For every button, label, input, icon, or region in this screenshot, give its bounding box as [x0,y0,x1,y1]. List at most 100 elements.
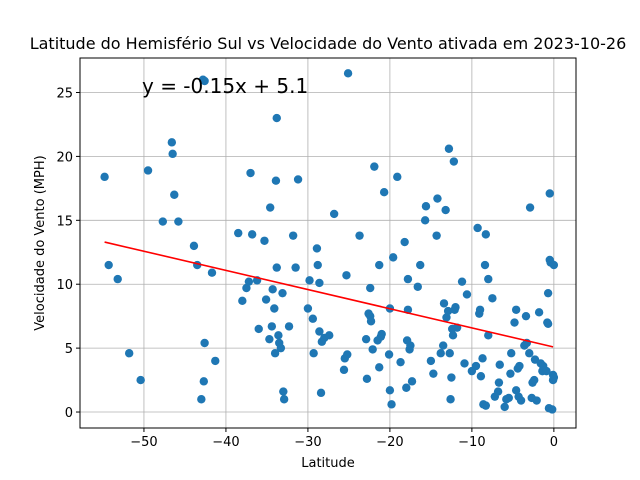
point [377,329,386,339]
point [384,350,394,359]
point [368,345,377,354]
point [276,343,286,353]
point [471,361,481,371]
point [313,260,322,270]
regression-line [104,241,554,348]
point [278,288,287,298]
point [305,276,314,285]
y-tick-label: 0 [65,406,73,421]
point [343,69,353,78]
point [511,386,521,395]
point [480,260,490,270]
point [268,285,277,294]
x-tick-label: −10 [458,435,485,450]
y-tick-label: 25 [56,87,73,102]
point [421,202,431,211]
point [534,308,544,317]
point [270,349,280,358]
point [339,365,349,375]
point [484,331,493,340]
point [529,375,539,385]
point [343,350,352,359]
point [211,356,220,366]
point [545,189,554,198]
point [406,341,415,350]
point [521,311,531,321]
point [274,331,283,340]
point [507,349,516,358]
point [543,288,553,298]
point [388,253,398,262]
point [525,203,535,212]
point [293,175,303,184]
point [403,274,413,284]
point [393,172,402,182]
point [370,162,379,171]
point [481,230,491,239]
point [170,190,179,199]
y-tick-label: 15 [56,214,73,229]
point [494,378,504,387]
point [420,216,430,225]
point [100,172,109,182]
y-axis-label: Velocidade do Vento (MPH) [33,155,48,330]
point [265,334,274,344]
point [400,237,409,247]
x-tick-label: −30 [294,435,321,450]
marks [100,69,559,414]
point [447,373,456,382]
point [199,377,208,386]
point [272,263,281,272]
point [449,157,459,166]
y-tick-label: 20 [56,150,73,165]
point [515,361,524,371]
point [355,231,364,240]
point [207,268,217,277]
point [475,305,485,314]
point [385,386,395,395]
point [549,373,559,382]
x-tick-label: −50 [130,435,157,450]
point [473,223,482,233]
point [342,271,351,280]
point [113,274,122,284]
point [362,374,372,383]
point [432,231,441,240]
point [261,295,271,304]
point [506,369,515,378]
point [315,327,324,336]
point [451,303,460,312]
point [279,387,288,396]
point [396,357,405,367]
point [448,331,458,340]
point [429,369,438,378]
point [104,260,113,270]
point [197,395,206,404]
point [200,338,209,348]
point [309,349,318,358]
point [312,244,322,253]
point [315,278,324,288]
point [379,187,389,197]
point [387,400,396,409]
point [375,260,384,270]
point [438,341,448,350]
point [549,260,559,270]
point [271,176,281,185]
point [532,396,541,405]
point [457,277,467,286]
point [168,149,177,159]
point [462,290,472,299]
x-tick-label: −40 [212,435,239,450]
point [504,393,513,403]
annotation: y = -0.15x + 5.1 [142,74,308,98]
point [174,217,183,226]
point [242,283,251,293]
point [238,296,247,306]
point [525,349,534,358]
point [267,322,277,331]
y-tick-label: 10 [56,278,73,293]
grid [80,58,576,428]
point [493,387,503,396]
point [189,241,199,251]
